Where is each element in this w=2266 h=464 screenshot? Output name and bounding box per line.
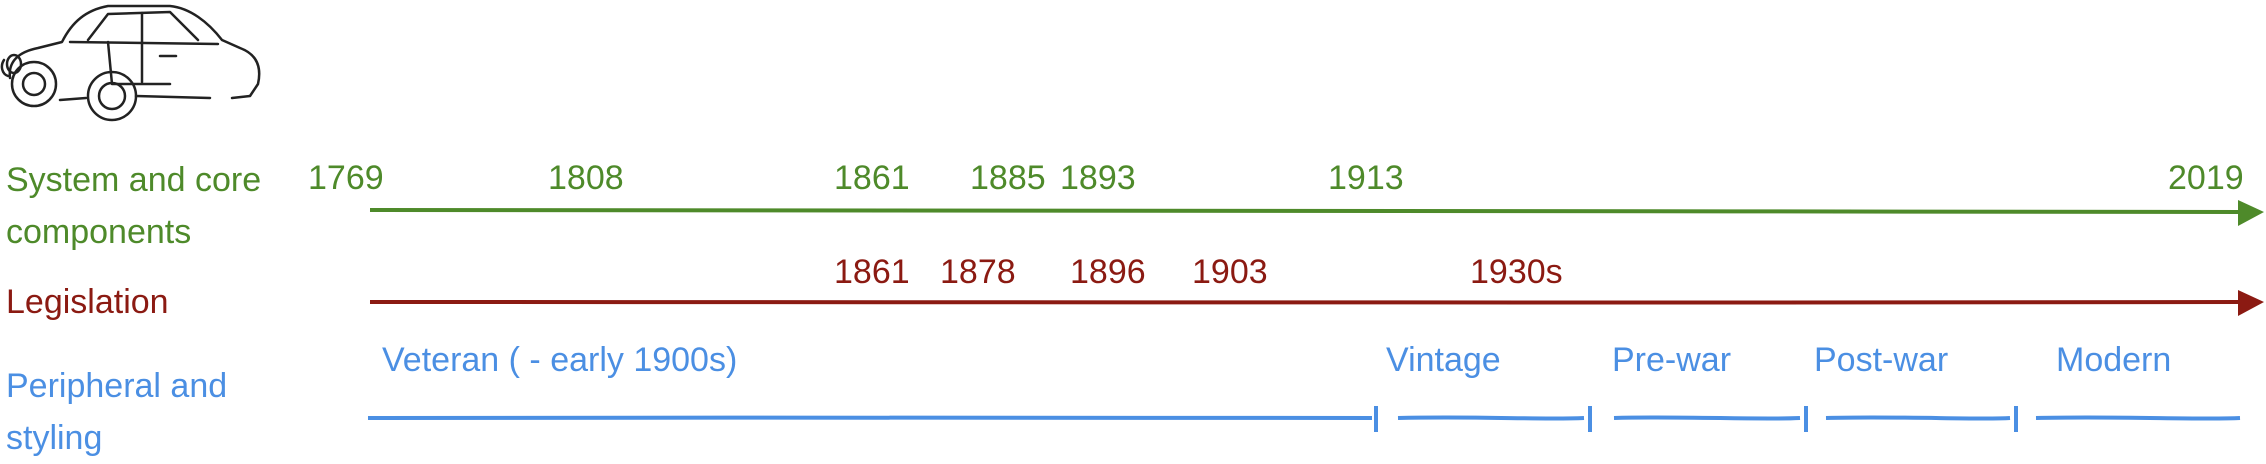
row-label-line: components — [6, 213, 192, 251]
era-label: Veteran ( - early 1900s) — [382, 341, 738, 379]
row-label-line: System and core — [6, 161, 262, 199]
system-timeline-arrowhead — [2238, 200, 2264, 226]
year-label: 2019 — [2168, 159, 2244, 197]
era-segment — [367, 415, 1373, 421]
system-timeline-line — [369, 207, 2241, 214]
year-label: 1903 — [1192, 253, 1268, 291]
row-label-legislation: Legislation — [6, 276, 169, 328]
year-label: 1769 — [308, 159, 384, 197]
year-label: 1885 — [970, 159, 1046, 197]
year-label: 1861 — [834, 159, 910, 197]
year-label: 1808 — [548, 159, 624, 197]
car-icon — [0, 4, 261, 122]
row-label-system: System and core components — [6, 154, 261, 258]
era-label: Pre-war — [1612, 341, 1732, 379]
era-segment — [2035, 415, 2241, 421]
legislation-timeline-arrowhead — [2238, 290, 2264, 316]
year-label: 1930s — [1470, 253, 1563, 291]
era-label: Post-war — [1814, 341, 1949, 379]
legislation-timeline-line — [369, 299, 2241, 305]
row-label-line: styling — [6, 419, 103, 457]
year-label: 1861 — [834, 253, 910, 291]
era-segment — [1825, 415, 2011, 421]
era-label: Modern — [2056, 341, 2172, 379]
year-label: 1913 — [1328, 159, 1404, 197]
year-label: 1896 — [1070, 253, 1146, 291]
row-label-line: Peripheral and — [6, 367, 228, 405]
year-label: 1878 — [940, 253, 1016, 291]
era-segment — [1397, 415, 1585, 421]
era-label: Vintage — [1386, 341, 1501, 379]
row-label-peripheral: Peripheral and styling — [6, 360, 227, 464]
row-label-line: Legislation — [6, 283, 169, 321]
era-segment — [1613, 415, 1801, 421]
year-label: 1893 — [1060, 159, 1136, 197]
